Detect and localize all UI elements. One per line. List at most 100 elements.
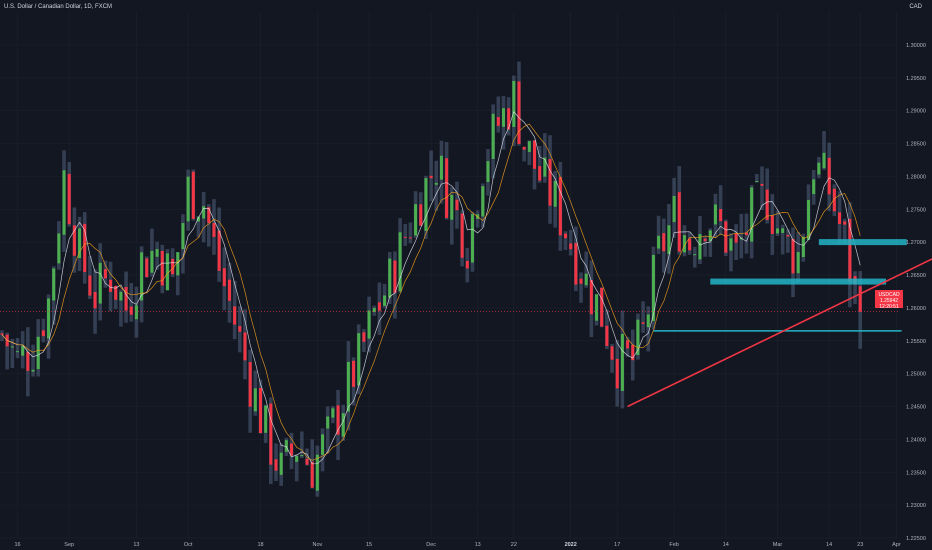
candle-body	[765, 189, 769, 220]
candle-body	[186, 176, 190, 222]
candle-body	[470, 214, 474, 263]
candle-body	[36, 336, 40, 370]
time-axis[interactable]: 16 Sep 13 Oct 18 Nov 15 Dec 13 22 2022 17 Feb 14 Mar 14…	[14, 542, 900, 548]
x-tick-label: 13	[133, 542, 139, 548]
candle-body	[191, 171, 195, 219]
resistance-zone[interactable]	[818, 239, 907, 246]
candle-wick	[207, 204, 211, 247]
x-tick-label: Feb	[669, 542, 678, 548]
candle-body	[600, 287, 604, 327]
candle-body	[579, 278, 583, 284]
resistance-zone[interactable]	[710, 278, 887, 285]
candle-body	[791, 238, 795, 274]
candle-body	[140, 252, 144, 301]
candle-wick	[729, 233, 733, 272]
candle-body	[713, 204, 717, 225]
moving-averages-layer	[1, 110, 861, 465]
candle-wick	[853, 271, 857, 305]
candle-body	[52, 268, 56, 301]
candle-body	[786, 234, 790, 237]
candle-body	[326, 416, 330, 429]
y-tick-label: 1.29500	[906, 76, 926, 82]
y-tick-label: 1.30000	[906, 43, 926, 49]
candle-body	[321, 434, 325, 455]
candle-body	[688, 238, 692, 251]
candle-wick	[708, 228, 713, 257]
candle-wick	[656, 215, 661, 255]
candle-body	[362, 332, 366, 342]
y-tick-label: 1.29000	[906, 109, 926, 115]
candle-body	[781, 228, 785, 233]
candle-body	[196, 216, 200, 222]
candle-body	[651, 254, 655, 322]
candle-body	[807, 199, 811, 240]
candle-body	[507, 108, 511, 130]
candle-body	[445, 158, 449, 218]
candle-wick	[294, 454, 299, 482]
candle-body	[357, 333, 361, 386]
candle-body	[501, 108, 505, 127]
x-tick-label: 13	[475, 542, 481, 548]
candle-body	[429, 175, 433, 179]
candle-body	[31, 369, 35, 372]
candle-body	[16, 351, 20, 353]
candle-body	[512, 80, 516, 127]
candle-body	[848, 218, 852, 282]
candle-wick	[755, 174, 759, 183]
candle-body	[558, 177, 562, 236]
candle-body	[750, 187, 754, 242]
x-tick-label: 22	[511, 542, 517, 548]
candle-body	[47, 298, 51, 339]
candle-body	[677, 192, 681, 252]
x-tick-label: 14	[826, 542, 832, 548]
candle-body	[522, 146, 526, 150]
candle-body	[341, 413, 345, 437]
candle-body	[641, 322, 645, 324]
x-tick-label: 23	[857, 542, 863, 548]
candle-wick	[5, 332, 9, 370]
candle-body	[372, 307, 376, 313]
y-tick-label: 1.25000	[906, 372, 926, 378]
candle-body	[119, 291, 123, 301]
candle-body	[496, 117, 500, 126]
candle-body	[729, 238, 733, 251]
candle-body	[646, 314, 650, 328]
candle-wick	[703, 236, 707, 257]
candle-body	[760, 183, 764, 186]
x-tick-label: 18	[257, 542, 263, 548]
candle-body	[595, 294, 599, 321]
candle-body	[171, 258, 175, 275]
candle-body	[403, 236, 407, 238]
y-tick-label: 1.23500	[906, 470, 926, 476]
trendline[interactable]	[627, 249, 932, 408]
candle-body	[533, 140, 537, 169]
candle-body	[843, 221, 847, 225]
candle-body	[388, 258, 392, 298]
candle-body	[439, 155, 443, 180]
candle-wick	[10, 338, 15, 369]
price-axis[interactable]: 1.30000 1.29500 1.29000 1.28500 1.28000 1.275…	[906, 43, 926, 542]
y-tick-label: 1.28000	[906, 174, 926, 180]
candle-wick	[15, 338, 20, 359]
candle-body	[817, 162, 821, 175]
candle-body	[181, 223, 185, 250]
candle-body	[615, 358, 619, 389]
candle-body	[114, 285, 118, 300]
candle-body	[708, 230, 712, 242]
candle-body	[290, 443, 294, 456]
candle-body	[383, 295, 387, 306]
x-tick-label: Nov	[312, 542, 322, 548]
candle-body	[465, 260, 469, 269]
y-tick-label: 1.26000	[906, 306, 926, 312]
candle-body	[300, 455, 304, 457]
candle-wick	[537, 146, 542, 183]
x-tick-label: Dec	[426, 542, 436, 548]
drawings-layer[interactable]	[0, 239, 932, 408]
candle-body	[434, 182, 438, 185]
candle-wick	[692, 246, 697, 268]
candle-body	[450, 194, 454, 220]
candle-body	[719, 209, 723, 222]
candle-body	[460, 213, 464, 258]
candle-body	[336, 405, 340, 435]
